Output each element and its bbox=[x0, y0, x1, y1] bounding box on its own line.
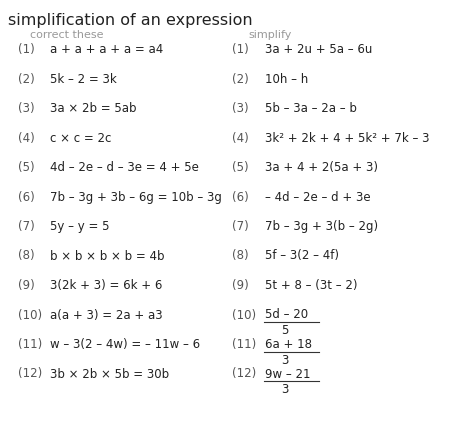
Text: (8): (8) bbox=[18, 250, 35, 262]
Text: 5b – 3a – 2a – b: 5b – 3a – 2a – b bbox=[265, 102, 357, 115]
Text: (10): (10) bbox=[232, 309, 256, 321]
Text: 5d – 20: 5d – 20 bbox=[265, 309, 308, 321]
Text: (5): (5) bbox=[232, 161, 249, 174]
Text: a(a + 3) = 2a + a3: a(a + 3) = 2a + a3 bbox=[50, 309, 163, 321]
Text: 3: 3 bbox=[281, 354, 288, 366]
Text: 3k² + 2k + 4 + 5k² + 7k – 3: 3k² + 2k + 4 + 5k² + 7k – 3 bbox=[265, 131, 429, 145]
Text: 3(2k + 3) = 6k + 6: 3(2k + 3) = 6k + 6 bbox=[50, 279, 163, 292]
Text: (4): (4) bbox=[18, 131, 35, 145]
Text: (9): (9) bbox=[232, 279, 249, 292]
Text: 7b – 3g + 3b – 6g = 10b – 3g: 7b – 3g + 3b – 6g = 10b – 3g bbox=[50, 190, 222, 203]
Text: 3a × 2b = 5ab: 3a × 2b = 5ab bbox=[50, 102, 137, 115]
Text: (1): (1) bbox=[232, 43, 249, 56]
Text: – 4d – 2e – d + 3e: – 4d – 2e – d + 3e bbox=[265, 190, 371, 203]
Text: 3a + 4 + 2(5a + 3): 3a + 4 + 2(5a + 3) bbox=[265, 161, 378, 174]
Text: (5): (5) bbox=[18, 161, 35, 174]
Text: (6): (6) bbox=[18, 190, 35, 203]
Text: (2): (2) bbox=[18, 72, 35, 86]
Text: 5k – 2 = 3k: 5k – 2 = 3k bbox=[50, 72, 117, 86]
Text: w – 3(2 – 4w) = – 11w – 6: w – 3(2 – 4w) = – 11w – 6 bbox=[50, 338, 200, 351]
Text: (8): (8) bbox=[232, 250, 249, 262]
Text: (1): (1) bbox=[18, 43, 35, 56]
Text: (2): (2) bbox=[232, 72, 249, 86]
Text: (3): (3) bbox=[18, 102, 35, 115]
Text: (3): (3) bbox=[232, 102, 249, 115]
Text: 3: 3 bbox=[281, 383, 288, 396]
Text: a + a + a + a = a4: a + a + a + a = a4 bbox=[50, 43, 163, 56]
Text: 6a + 18: 6a + 18 bbox=[265, 338, 312, 351]
Text: 5: 5 bbox=[281, 324, 288, 337]
Text: (9): (9) bbox=[18, 279, 35, 292]
Text: (11): (11) bbox=[232, 338, 256, 351]
Text: 3a + 2u + 5a – 6u: 3a + 2u + 5a – 6u bbox=[265, 43, 373, 56]
Text: (7): (7) bbox=[232, 220, 249, 233]
Text: 7b – 3g + 3(b – 2g): 7b – 3g + 3(b – 2g) bbox=[265, 220, 378, 233]
Text: simplification of an expression: simplification of an expression bbox=[8, 13, 253, 28]
Text: (4): (4) bbox=[232, 131, 249, 145]
Text: 3b × 2b × 5b = 30b: 3b × 2b × 5b = 30b bbox=[50, 368, 169, 380]
Text: (6): (6) bbox=[232, 190, 249, 203]
Text: (12): (12) bbox=[18, 368, 42, 380]
Text: c × c = 2c: c × c = 2c bbox=[50, 131, 111, 145]
Text: 5t + 8 – (3t – 2): 5t + 8 – (3t – 2) bbox=[265, 279, 357, 292]
Text: b × b × b × b = 4b: b × b × b × b = 4b bbox=[50, 250, 164, 262]
Text: 10h – h: 10h – h bbox=[265, 72, 308, 86]
Text: (12): (12) bbox=[232, 368, 256, 380]
Text: (7): (7) bbox=[18, 220, 35, 233]
Text: correct these: correct these bbox=[30, 30, 103, 40]
Text: 5y – y = 5: 5y – y = 5 bbox=[50, 220, 109, 233]
Text: (10): (10) bbox=[18, 309, 42, 321]
Text: 4d – 2e – d – 3e = 4 + 5e: 4d – 2e – d – 3e = 4 + 5e bbox=[50, 161, 199, 174]
Text: 5f – 3(2 – 4f): 5f – 3(2 – 4f) bbox=[265, 250, 339, 262]
Text: 9w – 21: 9w – 21 bbox=[265, 368, 310, 380]
Text: (11): (11) bbox=[18, 338, 42, 351]
Text: simplify: simplify bbox=[248, 30, 292, 40]
